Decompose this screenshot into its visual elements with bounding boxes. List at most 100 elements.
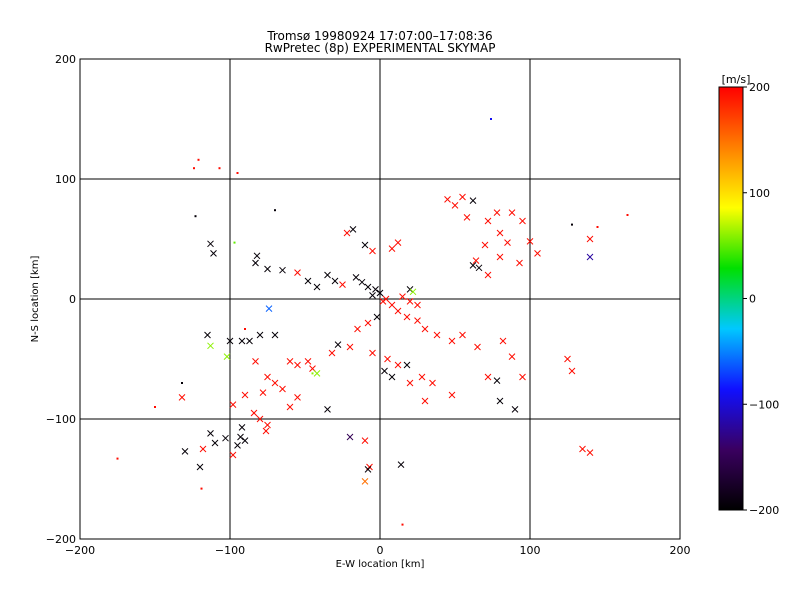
scatter-point-x xyxy=(358,278,366,286)
scatter-point-x xyxy=(484,271,492,279)
scatter-point-dot xyxy=(311,372,314,375)
scatter-point-x xyxy=(262,427,270,435)
scatter-point-x xyxy=(237,433,244,441)
scatter-point-x xyxy=(349,226,357,233)
scatter-point-x xyxy=(207,342,214,350)
scatter-point-x xyxy=(294,361,301,369)
scatter-point-x xyxy=(279,266,286,274)
scatter-point-x xyxy=(381,367,388,375)
scatter-point-x xyxy=(504,239,511,246)
scatter-point-x xyxy=(346,343,354,351)
scatter-point-x xyxy=(484,217,492,225)
scatter-point-x xyxy=(394,239,402,246)
scatter-point-x xyxy=(331,277,339,285)
scatter-point-x xyxy=(246,337,253,345)
scatter-point-x xyxy=(178,394,186,401)
colorbar-tick-label: 100 xyxy=(749,187,770,200)
scatter-point-x xyxy=(364,319,372,327)
scatter-point-dot xyxy=(233,241,236,244)
scatter-point-x xyxy=(481,241,489,249)
scatter-point-x xyxy=(250,409,258,417)
scatter-point-dot xyxy=(596,226,599,228)
scatter-point-x xyxy=(304,277,312,285)
scatter-point-x xyxy=(388,301,396,309)
scatter-point-x xyxy=(259,389,267,396)
colorbar-ticks: 200 100 0 −100 −200 xyxy=(743,81,779,517)
x-tick-label: −100 xyxy=(215,544,245,557)
scatter-point-x xyxy=(226,337,234,345)
scatter-point-dot xyxy=(194,215,197,218)
scatter-point-x xyxy=(496,397,504,405)
scatter-point-x xyxy=(372,286,379,293)
scatter-point-x xyxy=(508,353,516,360)
scatter-point-x xyxy=(222,434,229,442)
scatter-point-x xyxy=(519,217,526,225)
scatter-point-dot xyxy=(490,118,492,120)
scatter-point-x xyxy=(253,252,261,260)
scatter-point-dot xyxy=(181,382,183,384)
scatter-point-x xyxy=(459,193,466,201)
scatter-point-dot xyxy=(197,158,200,161)
scatter-point-x xyxy=(399,293,406,300)
colorbar-tick-label: −200 xyxy=(749,504,779,517)
scatter-point-x xyxy=(394,361,402,369)
colorbar-tick-label: 0 xyxy=(749,293,756,306)
scatter-point-dot xyxy=(571,223,573,226)
scatter-point-x xyxy=(519,373,526,381)
scatter-point-x xyxy=(241,437,249,444)
colorbar-gradient xyxy=(718,86,744,511)
chart-title: Tromsø 19980924 17:07:00–17:08:36 xyxy=(266,29,492,43)
scatter-point-x xyxy=(418,373,426,381)
x-axis-ticks: −200 −100 0 100 200 xyxy=(65,544,691,557)
scatter-point-dot xyxy=(236,172,239,174)
scatter-point-x xyxy=(472,257,480,264)
scatter-point-x xyxy=(339,281,346,288)
scatter-point-x xyxy=(406,379,414,387)
chart-subtitle: RwPretec (8p) EXPERIMENTAL SKYMAP xyxy=(265,41,496,55)
scatter-point-x xyxy=(252,358,259,365)
data-points xyxy=(116,118,629,526)
scatter-point-x xyxy=(421,397,429,405)
scatter-point-x xyxy=(433,331,441,339)
scatter-point-x xyxy=(324,406,331,413)
scatter-point-dot xyxy=(154,406,156,408)
scatter-point-x xyxy=(474,343,481,351)
scatter-point-x xyxy=(369,349,376,357)
scatter-point-x xyxy=(223,353,231,360)
y-tick-label: 100 xyxy=(55,173,76,186)
scatter-point-dot xyxy=(116,457,119,460)
scatter-point-x xyxy=(265,305,273,312)
x-axis-label: E-W location [km] xyxy=(336,559,425,570)
scatter-point-x xyxy=(211,439,219,447)
scatter-point-x xyxy=(286,403,294,411)
scatter-point-x xyxy=(313,370,321,377)
scatter-point-x xyxy=(397,461,405,468)
scatter-point-x xyxy=(469,262,477,269)
scatter-point-x xyxy=(364,283,372,291)
scatter-point-x xyxy=(294,394,301,401)
scatter-point-x xyxy=(586,235,594,243)
scatter-point-x xyxy=(343,229,351,237)
scatter-point-x xyxy=(406,298,414,305)
y-tick-label: 200 xyxy=(55,53,76,66)
scatter-point-x xyxy=(256,331,264,339)
scatter-point-x xyxy=(354,325,361,333)
scatter-point-x xyxy=(463,214,471,221)
scatter-point-x xyxy=(451,202,459,209)
scatter-point-x xyxy=(384,355,391,363)
colorbar-tick-label: 200 xyxy=(749,81,770,94)
scatter-point-dot xyxy=(626,214,629,216)
scatter-point-x xyxy=(511,406,519,413)
scatter-point-x xyxy=(271,379,279,387)
scatter-point-x xyxy=(241,391,249,399)
scatter-point-x xyxy=(207,240,214,248)
scatter-point-x xyxy=(568,367,576,375)
x-tick-label: −200 xyxy=(65,544,95,557)
scatter-point-x xyxy=(421,325,429,333)
scatter-point-x xyxy=(304,358,312,365)
scatter-point-x xyxy=(475,264,483,272)
scatter-point-x xyxy=(204,331,211,339)
scatter-point-x xyxy=(229,401,237,408)
scatter-point-x xyxy=(469,197,477,204)
